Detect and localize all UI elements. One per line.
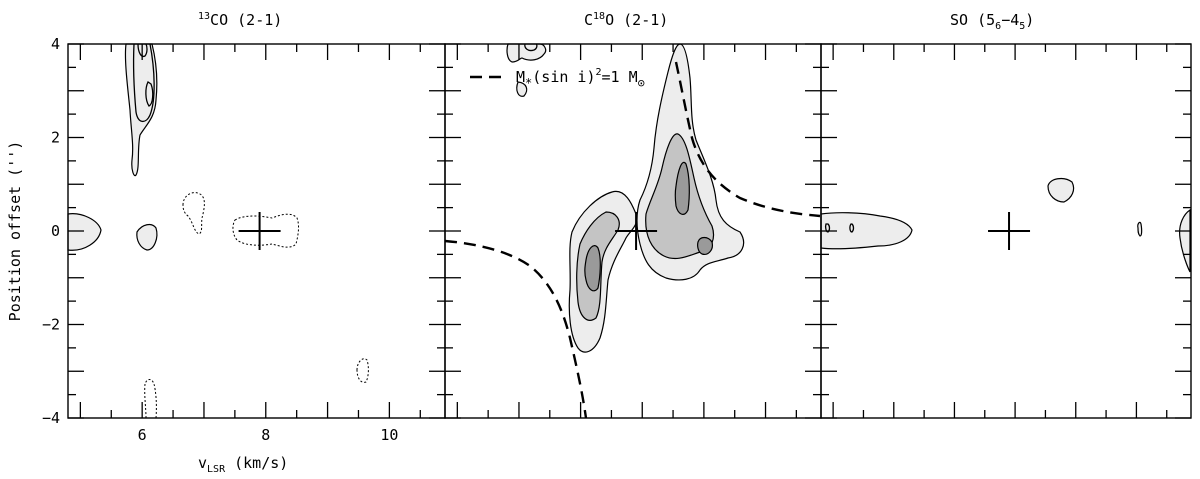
panel3-title: SO (56−45) bbox=[950, 11, 1034, 32]
p3-contour-blob bbox=[1047, 177, 1075, 203]
x-tick-label: 8 bbox=[261, 426, 270, 444]
p3-contour-main bbox=[820, 212, 913, 250]
panel3-title-sub2: 5 bbox=[1019, 21, 1025, 32]
y-tick-label: −4 bbox=[42, 409, 60, 427]
p3-contour-right-edge bbox=[1179, 208, 1191, 273]
panel2-contours bbox=[506, 43, 745, 353]
legend-sub: * bbox=[525, 76, 532, 90]
legend-text: M*(sin i)2=1 M⊙ bbox=[516, 67, 645, 90]
legend-sun: ⊙ bbox=[638, 76, 645, 90]
p1-neg-contour-4 bbox=[356, 358, 369, 383]
y-tick-label: −2 bbox=[42, 316, 60, 334]
panel3-title-mid: −4 bbox=[1001, 11, 1019, 29]
legend-middle: (sin i) bbox=[532, 68, 595, 86]
kepler-curve-lower bbox=[444, 239, 588, 419]
x-axis-label-main: v bbox=[198, 454, 207, 472]
legend: M*(sin i)2=1 M⊙ bbox=[470, 67, 645, 90]
p1-neg-contour-2 bbox=[232, 213, 300, 248]
kepler-curve-upper bbox=[674, 61, 821, 218]
axis-ticks bbox=[68, 43, 1191, 419]
x-axis-label-sub: LSR bbox=[207, 464, 226, 475]
y-axis-label: Position offset ('') bbox=[6, 141, 24, 322]
p1-neg-contour-3 bbox=[144, 379, 157, 419]
panel3-title-end: ) bbox=[1025, 11, 1034, 29]
p1-neg-contour-1 bbox=[182, 192, 205, 235]
panel2-title-sup: 18 bbox=[593, 11, 605, 22]
panel1-title: 13CO (2-1) bbox=[198, 11, 282, 29]
panel1-title-sup: 13 bbox=[198, 11, 210, 22]
panel1-contours bbox=[67, 43, 369, 419]
y-tick-label: 0 bbox=[51, 222, 60, 240]
source-crosses bbox=[238, 212, 1031, 250]
p3-contour-left-inner bbox=[824, 223, 831, 233]
p3-contour-left-inner2 bbox=[849, 223, 855, 233]
p1-contour-small-blob bbox=[136, 223, 158, 251]
p1-contour-mid-top bbox=[132, 43, 155, 123]
panel2-title: C18O (2-1) bbox=[584, 11, 668, 29]
panel3-title-sub1: 6 bbox=[995, 21, 1001, 32]
keplerian-curves bbox=[444, 61, 821, 419]
legend-prefix: M bbox=[516, 68, 525, 86]
p2-contour-low-inner bbox=[584, 245, 601, 292]
panel1-title-main: CO (2-1) bbox=[210, 11, 282, 29]
y-tick-label: 4 bbox=[51, 35, 60, 53]
x-tick-label: 6 bbox=[138, 426, 147, 444]
p2-contour-topleft bbox=[506, 43, 547, 63]
panel3-title-a: SO (5 bbox=[950, 11, 995, 29]
x-axis-label-rest: (km/s) bbox=[225, 454, 288, 472]
panel2-title-main: O (2-1) bbox=[605, 11, 668, 29]
tick-labels: 6 8 10 −4 −2 0 2 4 bbox=[42, 35, 398, 444]
x-tick-label: 10 bbox=[380, 426, 398, 444]
p1-contour-inner-top2 bbox=[137, 43, 148, 58]
p2-contour-topleft-inner bbox=[524, 43, 538, 52]
p3-contour-tiny bbox=[1137, 221, 1143, 237]
legend-sup: 2 bbox=[595, 67, 601, 78]
y-tick-label: 2 bbox=[51, 129, 60, 147]
p1-contour-left-edge bbox=[67, 213, 102, 251]
legend-suffix: =1 M bbox=[602, 68, 638, 86]
p2-contour-high-inner bbox=[674, 161, 690, 215]
p2-contour-topleft-small bbox=[516, 81, 528, 97]
x-axis-label: vLSR (km/s) bbox=[198, 454, 288, 475]
panel2-title-prefix: C bbox=[584, 11, 593, 29]
p1-contour-inner-top bbox=[145, 81, 154, 107]
p2-contour-high-inner2 bbox=[697, 236, 713, 255]
panel3-contours bbox=[820, 177, 1191, 273]
